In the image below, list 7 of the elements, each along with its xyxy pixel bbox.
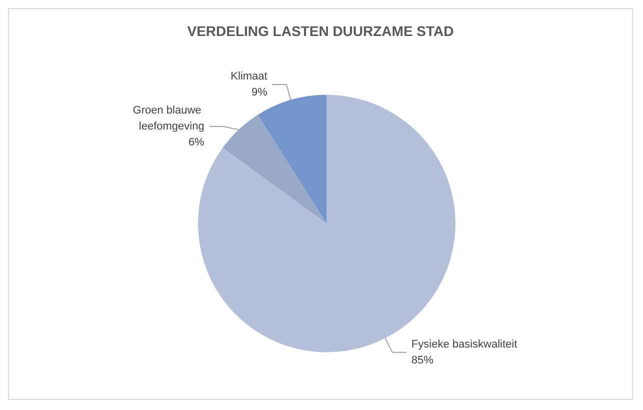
chart-title: VERDELING LASTEN DUURZAME STAD xyxy=(187,23,454,39)
data-label: 85% xyxy=(411,354,434,366)
data-label: 9% xyxy=(251,86,268,99)
slice-label: Fysieke basiskwaliteit xyxy=(411,338,518,350)
data-label: 6% xyxy=(188,136,205,149)
slice-label: Groen blauwe leefomgeving xyxy=(132,104,204,133)
slice-label: Klimaat xyxy=(230,70,268,83)
